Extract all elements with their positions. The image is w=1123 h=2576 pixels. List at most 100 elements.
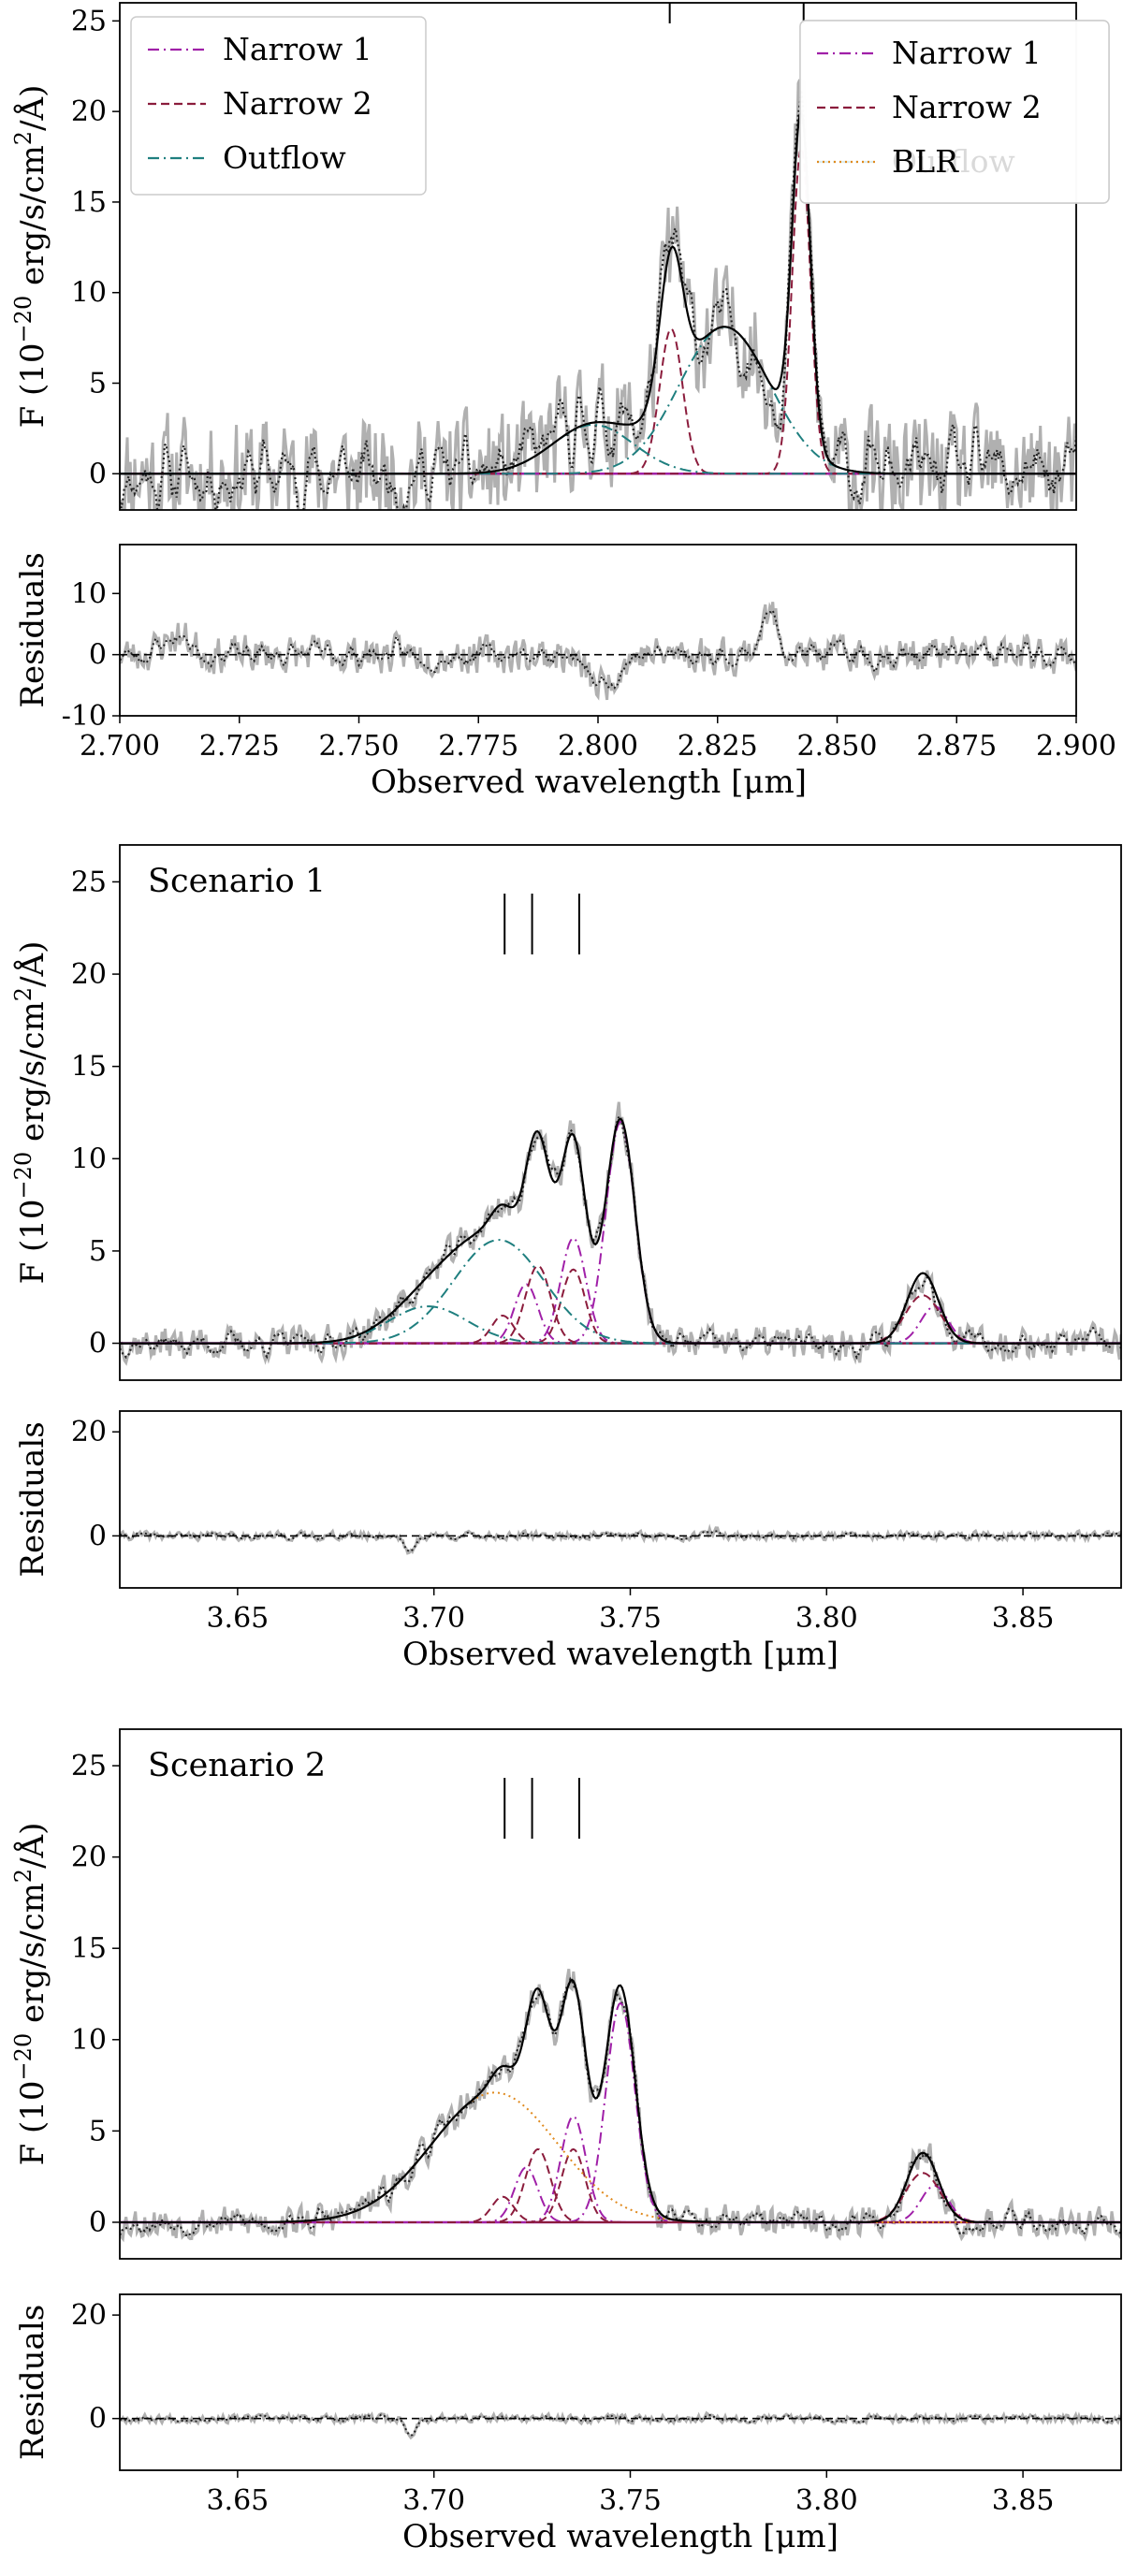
- y-axis-label-part: erg/s/cm: [14, 145, 51, 296]
- plot-area: [120, 2410, 1121, 2440]
- legend-label: Narrow 2: [223, 85, 372, 122]
- plot-area: [120, 1523, 1121, 1555]
- x-axis-label: Observed wavelength [μm]: [402, 1636, 839, 1673]
- y-tick-label: 20: [71, 95, 107, 128]
- legend: Narrow 1 Narrow 2 Outflow: [130, 16, 427, 196]
- y-tick-label: 15: [71, 1932, 107, 1965]
- total-model-curve: [120, 109, 1076, 475]
- x-tick-label: 2.775: [438, 730, 518, 763]
- x-tick-label: 2.700: [80, 730, 160, 763]
- y-tick-label: 25: [71, 866, 107, 898]
- y-tick-label: 0: [89, 2403, 107, 2436]
- residual-spectrum: [120, 602, 1076, 701]
- y-tick-label: 25: [71, 5, 107, 37]
- y-axis-label: Residuals: [14, 552, 51, 707]
- residual-spectrum: [120, 1523, 1121, 1555]
- y-tick-label: 5: [89, 368, 107, 400]
- component-narrow-2-3: [120, 2172, 1121, 2223]
- y-tick-label: 20: [71, 1841, 107, 1874]
- binned-spectrum: [120, 90, 1076, 510]
- x-tick-label: 3.80: [795, 1602, 858, 1635]
- scenario-label: Scenario 1: [148, 863, 326, 900]
- y-axis-label-part: F (10: [14, 342, 51, 428]
- axes-frame: [119, 844, 1122, 1381]
- x-tick-label: 2.850: [797, 730, 878, 763]
- legend: Narrow 1 Narrow 2 BLR: [799, 20, 1110, 204]
- y-tick-label: -10: [62, 700, 107, 733]
- y-tick-label: 10: [71, 1142, 107, 1175]
- y-tick-label: 5: [89, 1235, 107, 1268]
- y-axis-label-part: −20: [10, 2033, 36, 2081]
- total-model-curve: [120, 1978, 1121, 2224]
- y-tick-label: 0: [89, 2206, 107, 2239]
- x-tick-label: 3.65: [206, 1602, 269, 1635]
- panel-scenario-2-residuals: 0 20 3.65 3.70 3.75 3.80 3.85 Observed waveleng…: [14, 2293, 1122, 2555]
- scenario-label: Scenario 2: [148, 1747, 326, 1784]
- panel-top-residuals: -10 0 10 2.700 2.725 2.750 2.775 2.800 2.825 2.85…: [14, 544, 1116, 801]
- y-axis-label: F (10−20 erg/s/cm2/Å): [10, 1823, 51, 2166]
- x-tick-label: 2.900: [1036, 730, 1116, 763]
- y-axis-label-part: −20: [10, 1152, 36, 1200]
- y-axis-label-part: −20: [10, 296, 36, 343]
- y-tick-label: 10: [71, 277, 107, 310]
- legend-label: Narrow 1: [223, 31, 372, 67]
- plot-area: [120, 1101, 1121, 1366]
- x-tick-label: 3.70: [402, 2484, 465, 2517]
- residual-binned: [120, 2413, 1121, 2437]
- x-axis-label: Observed wavelength [μm]: [402, 2518, 839, 2555]
- y-axis-label: F (10−20 erg/s/cm2/Å): [10, 941, 51, 1285]
- legend-label: Narrow 1: [892, 35, 1042, 71]
- observed-spectrum: [120, 1101, 1121, 1366]
- y-axis-label-part: /Å): [13, 941, 51, 987]
- x-tick-label: 3.70: [402, 1602, 465, 1635]
- y-tick-label: 0: [89, 1328, 107, 1361]
- observed-spectrum: [120, 79, 1076, 510]
- x-tick-label: 2.875: [916, 730, 997, 763]
- x-tick-label: 3.85: [992, 1602, 1055, 1635]
- axes-frame: [119, 1728, 1122, 2260]
- plot-area: [120, 602, 1076, 701]
- y-axis-label-part: /Å): [13, 1823, 51, 1869]
- x-tick-label: 2.800: [558, 730, 638, 763]
- plot-area: [120, 79, 1076, 510]
- panel-top-main: 0 5 10 15 20 25 F (10−20 erg/s/cm2/Å) Narrow 1 N…: [10, 2, 1077, 511]
- x-tick-label: 2.750: [319, 730, 400, 763]
- x-tick-label: 2.825: [678, 730, 758, 763]
- legend-label: Narrow 2: [892, 89, 1042, 125]
- y-tick-label: 15: [71, 1051, 107, 1084]
- residual-binned: [120, 608, 1076, 690]
- y-axis-label: Residuals: [14, 2305, 51, 2460]
- axes-frame: [119, 2, 1077, 511]
- y-tick-label: 20: [71, 2299, 107, 2332]
- component-blr-0: [120, 2091, 1121, 2223]
- y-axis-label-part: erg/s/cm: [14, 1883, 51, 2033]
- y-axis-label: F (10−20 erg/s/cm2/Å): [10, 85, 51, 429]
- plot-area: [120, 1968, 1121, 2243]
- y-tick-label: 15: [71, 186, 107, 219]
- legend-box: [799, 20, 1110, 204]
- y-tick-label: 0: [89, 458, 107, 490]
- component-narrow-2-3: [120, 1294, 1121, 1345]
- residual-spectrum: [120, 2410, 1121, 2440]
- y-axis-label: Residuals: [14, 1421, 51, 1577]
- x-tick-label: 3.65: [206, 2484, 269, 2517]
- y-axis-label-part: F (10: [14, 1199, 51, 1284]
- panel-scenario-1-residuals: 0 20 3.65 3.70 3.75 3.80 3.85 Observed waveleng…: [14, 1410, 1122, 1673]
- x-axis-label: Observed wavelength [μm]: [371, 764, 807, 801]
- component-narrow-2-2: [120, 2195, 1121, 2223]
- x-tick-label: 3.75: [599, 2484, 662, 2517]
- y-tick-label: 5: [89, 2115, 107, 2147]
- x-tick-label: 3.75: [599, 1602, 662, 1635]
- axes-frame: [119, 2293, 1122, 2471]
- y-axis-label-part: erg/s/cm: [14, 1001, 51, 1152]
- x-tick-label: 3.80: [795, 2484, 858, 2517]
- y-axis-label-part: 2: [10, 987, 36, 1001]
- y-tick-label: 10: [71, 2024, 107, 2057]
- y-tick-label: 20: [71, 1416, 107, 1448]
- y-axis-label-part: 2: [10, 1869, 36, 1883]
- y-tick-label: 0: [89, 639, 107, 672]
- y-axis-label-part: /Å): [13, 85, 51, 131]
